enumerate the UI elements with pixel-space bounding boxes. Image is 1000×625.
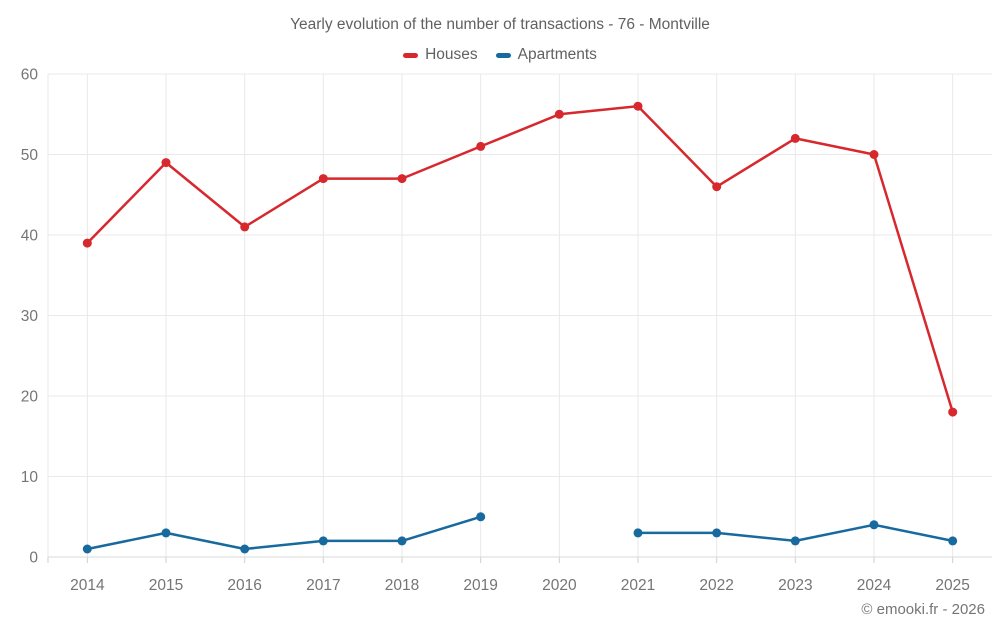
x-axis-label: 2021: [621, 577, 655, 594]
houses-point[interactable]: [82, 238, 92, 248]
x-axis-label: 2024: [857, 577, 892, 594]
y-axis-label: 20: [21, 389, 39, 406]
x-axis-label: 2020: [542, 577, 577, 594]
x-axis-label: 2014: [70, 577, 105, 594]
apartments-swatch-icon: [495, 52, 511, 58]
houses-point[interactable]: [633, 101, 643, 111]
chart-title: Yearly evolution of the number of transa…: [290, 16, 710, 33]
y-axis-label: 50: [21, 147, 39, 164]
apartments-line: [86, 515, 954, 551]
houses-point[interactable]: [948, 407, 958, 417]
x-axis-label: 2023: [778, 577, 812, 594]
houses-point[interactable]: [712, 182, 722, 192]
x-axis-label: 2016: [227, 577, 261, 594]
apartments-point[interactable]: [869, 520, 879, 530]
apartments-point[interactable]: [82, 544, 92, 554]
apartments-point[interactable]: [790, 536, 800, 546]
houses-swatch-icon: [403, 52, 419, 58]
y-axis-label: 0: [29, 550, 38, 567]
apartments-point[interactable]: [633, 528, 643, 538]
houses-point[interactable]: [318, 174, 328, 184]
x-axis-label: 2019: [463, 577, 497, 594]
apartments-point[interactable]: [948, 536, 958, 546]
houses-point[interactable]: [476, 141, 486, 151]
x-axis-label: 2025: [935, 577, 969, 594]
apartments-point[interactable]: [476, 512, 486, 522]
y-axis-label: 60: [21, 67, 39, 84]
y-axis-label: 30: [21, 308, 39, 325]
houses-point[interactable]: [397, 174, 407, 184]
houses-line: [86, 104, 954, 414]
apartments-point[interactable]: [161, 528, 171, 538]
x-axis-label: 2015: [149, 577, 183, 594]
apartments-point[interactable]: [397, 536, 407, 546]
legend-label-houses: Houses: [425, 46, 478, 63]
y-axis-label: 40: [21, 228, 39, 245]
x-axis-label: 2017: [306, 577, 340, 594]
houses-point[interactable]: [790, 133, 800, 143]
houses-point[interactable]: [869, 150, 879, 159]
legend-label-apartments: Apartments: [517, 46, 597, 63]
houses-point[interactable]: [554, 109, 564, 119]
x-axis-label: 2022: [699, 577, 733, 594]
apartments-point[interactable]: [712, 528, 722, 538]
legend-item-apartments[interactable]: Apartments: [495, 46, 597, 64]
apartments-point[interactable]: [240, 544, 250, 554]
legend: Houses Apartments: [0, 46, 1000, 64]
y-axis-label: 10: [21, 469, 39, 486]
legend-item-houses[interactable]: Houses: [403, 46, 478, 64]
houses-point[interactable]: [240, 222, 250, 232]
apartments-point[interactable]: [318, 536, 328, 546]
houses-point[interactable]: [161, 158, 171, 168]
x-axis-label: 2018: [385, 577, 419, 594]
copyright: © emooki.fr - 2026: [861, 601, 985, 618]
